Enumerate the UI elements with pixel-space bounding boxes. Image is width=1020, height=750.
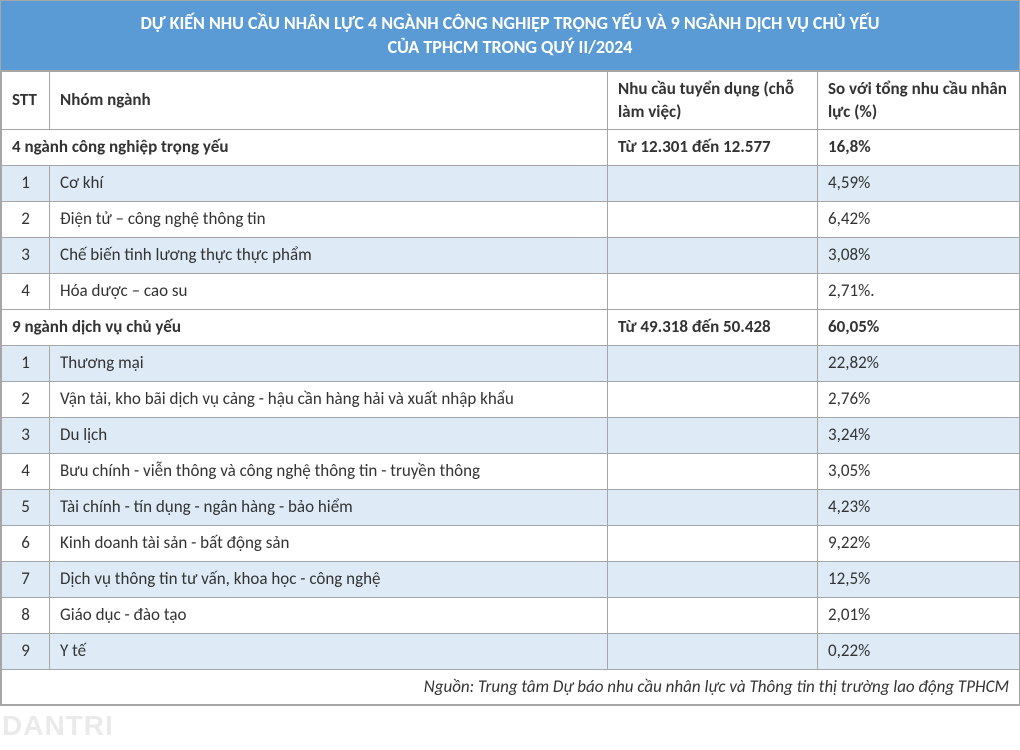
row-demand	[608, 238, 818, 274]
row-stt: 7	[2, 561, 50, 597]
row-stt: 4	[2, 453, 50, 489]
section-1-demand: Từ 12.301 đến 12.577	[608, 130, 818, 166]
row-stt: 6	[2, 525, 50, 561]
title-line-1: DỰ KIẾN NHU CẦU NHÂN LỰC 4 NGÀNH CÔNG NG…	[140, 12, 879, 34]
row-stt: 1	[2, 346, 50, 382]
table-row: 2 Vận tải, kho bãi dịch vụ cảng - hậu cầ…	[2, 382, 1020, 418]
section-2-label: 9 ngành dịch vụ chủ yếu	[2, 310, 608, 346]
row-demand	[608, 597, 818, 633]
table-container: DỰ KIẾN NHU CẦU NHÂN LỰC 4 NGÀNH CÔNG NG…	[0, 0, 1020, 706]
row-name: Chế biến tinh lương thực thực phẩm	[50, 238, 608, 274]
row-pct: 0,22%	[818, 633, 1020, 669]
row-stt: 4	[2, 274, 50, 310]
row-name: Vận tải, kho bãi dịch vụ cảng - hậu cần …	[50, 382, 608, 418]
row-demand	[608, 489, 818, 525]
row-pct: 3,05%	[818, 453, 1020, 489]
table-row: 3 Chế biến tinh lương thực thực phẩm 3,0…	[2, 238, 1020, 274]
table-row: 5 Tài chính - tín dụng - ngân hàng - bảo…	[2, 489, 1020, 525]
table-row: 7 Dịch vụ thông tin tư vấn, khoa học - c…	[2, 561, 1020, 597]
table-row: 1 Thương mại 22,82%	[2, 346, 1020, 382]
row-pct: 2,76%	[818, 382, 1020, 418]
table-row: 2 Điện tử – công nghệ thông tin 6,42%	[2, 202, 1020, 238]
row-name: Thương mại	[50, 346, 608, 382]
row-stt: 3	[2, 417, 50, 453]
row-stt: 8	[2, 597, 50, 633]
row-name: Giáo dục - đào tạo	[50, 597, 608, 633]
row-demand	[608, 633, 818, 669]
row-pct: 4,23%	[818, 489, 1020, 525]
table-row: 4 Hóa dược – cao su 2,71%.	[2, 274, 1020, 310]
table-row: 6 Kinh doanh tài sản - bất động sản 9,22…	[2, 525, 1020, 561]
row-demand	[608, 202, 818, 238]
table-row: 1 Cơ khí 4,59%	[2, 166, 1020, 202]
section-2-pct: 60,05%	[818, 310, 1020, 346]
row-name: Hóa dược – cao su	[50, 274, 608, 310]
header-row: STT Nhóm ngành Nhu cầu tuyển dụng (chỗ l…	[2, 71, 1020, 130]
row-stt: 9	[2, 633, 50, 669]
table-row: 8 Giáo dục - đào tạo 2,01%	[2, 597, 1020, 633]
row-pct: 4,59%	[818, 166, 1020, 202]
row-pct: 3,24%	[818, 417, 1020, 453]
row-pct: 22,82%	[818, 346, 1020, 382]
row-name: Tài chính - tín dụng - ngân hàng - bảo h…	[50, 489, 608, 525]
row-pct: 2,01%	[818, 597, 1020, 633]
row-pct: 9,22%	[818, 525, 1020, 561]
row-demand	[608, 453, 818, 489]
table-row: 3 Du lịch 3,24%	[2, 417, 1020, 453]
table-row: 9 Y tế 0,22%	[2, 633, 1020, 669]
col-demand: Nhu cầu tuyển dụng (chỗ làm việc)	[608, 71, 818, 130]
row-pct: 6,42%	[818, 202, 1020, 238]
row-demand	[608, 166, 818, 202]
row-stt: 2	[2, 202, 50, 238]
row-stt: 2	[2, 382, 50, 418]
row-name: Du lịch	[50, 417, 608, 453]
row-name: Dịch vụ thông tin tư vấn, khoa học - côn…	[50, 561, 608, 597]
row-pct: 2,71%.	[818, 274, 1020, 310]
row-stt: 5	[2, 489, 50, 525]
row-demand	[608, 346, 818, 382]
source-row: Nguồn: Trung tâm Dự báo nhu cầu nhân lực…	[2, 669, 1020, 705]
table-row: 4 Bưu chính - viễn thông và công nghệ th…	[2, 453, 1020, 489]
section-2-header: 9 ngành dịch vụ chủ yếu Từ 49.318 đến 50…	[2, 310, 1020, 346]
col-name: Nhóm ngành	[50, 71, 608, 130]
row-demand	[608, 274, 818, 310]
row-pct: 12,5%	[818, 561, 1020, 597]
row-name: Bưu chính - viễn thông và công nghệ thôn…	[50, 453, 608, 489]
section-1-label: 4 ngành công nghiệp trọng yếu	[2, 130, 608, 166]
section-1-header: 4 ngành công nghiệp trọng yếu Từ 12.301 …	[2, 130, 1020, 166]
row-demand	[608, 417, 818, 453]
col-stt: STT	[2, 71, 50, 130]
row-name: Y tế	[50, 633, 608, 669]
row-demand	[608, 525, 818, 561]
source-text: Nguồn: Trung tâm Dự báo nhu cầu nhân lực…	[2, 669, 1020, 705]
title-line-2: CỦA TPHCM TRONG QUÝ II/2024	[388, 36, 633, 58]
row-stt: 3	[2, 238, 50, 274]
watermark: DANTRI	[0, 710, 114, 742]
row-stt: 1	[2, 166, 50, 202]
section-1-pct: 16,8%	[818, 130, 1020, 166]
row-pct: 3,08%	[818, 238, 1020, 274]
row-name: Cơ khí	[50, 166, 608, 202]
col-pct: So với tổng nhu cầu nhân lực (%)	[818, 71, 1020, 130]
row-name: Điện tử – công nghệ thông tin	[50, 202, 608, 238]
row-demand	[608, 561, 818, 597]
row-name: Kinh doanh tài sản - bất động sản	[50, 525, 608, 561]
row-demand	[608, 382, 818, 418]
section-2-demand: Từ 49.318 đến 50.428	[608, 310, 818, 346]
labor-demand-table: STT Nhóm ngành Nhu cầu tuyển dụng (chỗ l…	[1, 71, 1020, 706]
table-title: DỰ KIẾN NHU CẦU NHÂN LỰC 4 NGÀNH CÔNG NG…	[1, 1, 1019, 71]
